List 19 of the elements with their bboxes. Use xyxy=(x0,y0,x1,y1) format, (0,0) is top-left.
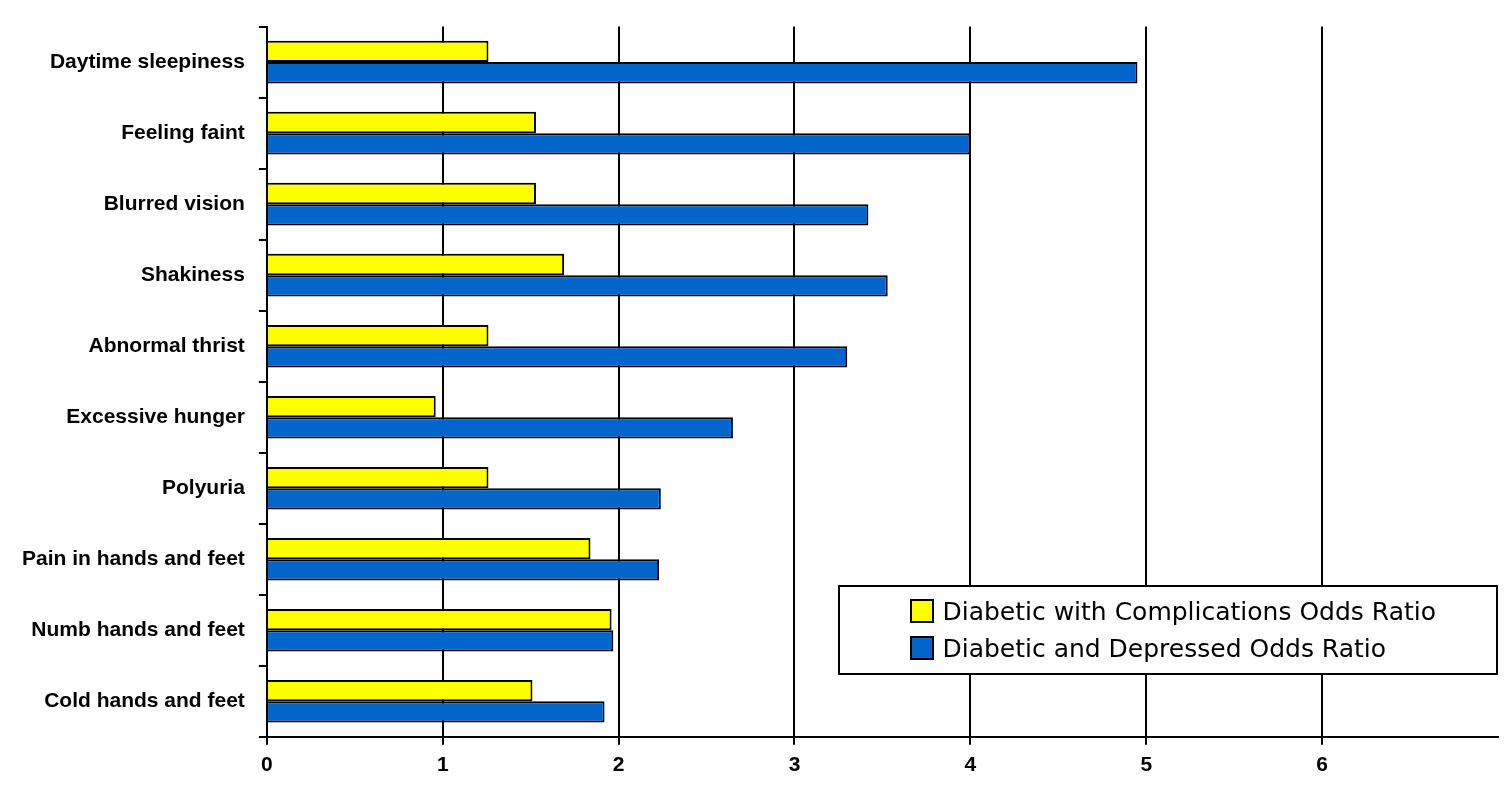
x-tick-label: 5 xyxy=(1140,752,1153,776)
x-tick-label: 3 xyxy=(788,752,801,776)
y-tick-label: Feeling faint xyxy=(121,119,245,143)
x-tick-label: 6 xyxy=(1316,752,1328,776)
y-tick-label: Polyuria xyxy=(161,475,246,499)
x-tick-label: 1 xyxy=(436,752,449,776)
legend-label: Diabetic and Depressed Odds Ratio xyxy=(942,632,1387,665)
y-tick-label: Pain in hands and feet xyxy=(21,546,245,570)
y-tick-label: Shakiness xyxy=(140,261,245,285)
y-tick-label: Blurred vision xyxy=(103,190,245,214)
y-tick-label: Abnormal thrist xyxy=(88,332,245,356)
y-tick-label: Daytime sleepiness xyxy=(49,48,245,72)
x-tick-label: 4 xyxy=(964,752,977,776)
y-tick-label: Numb hands and feet xyxy=(31,617,245,641)
legend-label: Diabetic with Complications Odds Ratio xyxy=(942,595,1436,628)
y-tick-label: Cold hands and feet xyxy=(44,688,245,712)
x-tick-label: 0 xyxy=(261,752,273,776)
x-tick-label: 2 xyxy=(612,752,625,776)
y-tick-label: Excessive hunger xyxy=(66,404,245,428)
